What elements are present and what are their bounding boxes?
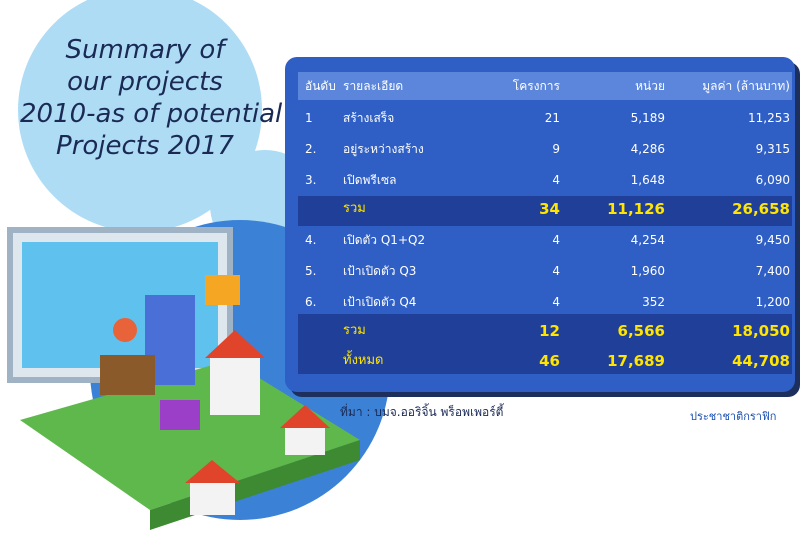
total-cell: ทั้งหมด [343, 353, 384, 368]
table-cell: 4,286 [630, 142, 665, 156]
roof-3 [185, 460, 240, 483]
table-cell: 9 [552, 142, 560, 156]
total-cell: 6,566 [617, 322, 665, 340]
total-band [298, 314, 792, 344]
total-band [298, 196, 792, 226]
table-cell: 7,400 [755, 264, 790, 278]
table-cell: 2. [305, 142, 317, 156]
header-cell: รายละเอียด [343, 79, 404, 93]
total-cell: 26,658 [732, 200, 790, 218]
table-cell: 11,253 [748, 111, 790, 125]
title-line: Summary of [65, 35, 225, 65]
total-cell: รวม [343, 201, 366, 216]
total-cell: 18,050 [732, 322, 790, 340]
pin [113, 318, 137, 342]
total-cell: 44,708 [732, 352, 790, 370]
table-cell: 4 [552, 233, 560, 247]
table-cell: 6. [305, 295, 317, 309]
header-band [298, 72, 792, 100]
title-line: Projects 2017 [56, 131, 234, 161]
wifi [160, 400, 200, 430]
chat [205, 275, 240, 305]
table-cell: 4 [552, 264, 560, 278]
table-cell: เป้าเปิดตัว Q4 [343, 295, 417, 309]
table-cell: 1,200 [755, 295, 790, 309]
table-cell: เปิดพรีเซล [343, 173, 397, 187]
house-3 [190, 480, 235, 515]
total-cell: 11,126 [607, 200, 665, 218]
ground [20, 360, 360, 510]
table-cell: 4. [305, 233, 317, 247]
house-2 [285, 425, 325, 455]
table-cell: 3. [305, 173, 317, 187]
table-cell: 21 [544, 111, 560, 125]
source: ที่มา : บมจ.ออริจิ้น พร็อพเพอร์ตี้ [340, 405, 504, 419]
total-cell: 17,689 [607, 352, 665, 370]
table-cell: เป้าเปิดตัว Q3 [343, 264, 417, 278]
table-cell: 4,254 [630, 233, 665, 247]
table-cell: 9,450 [755, 233, 790, 247]
title-line: our projects [67, 67, 223, 97]
table-cell: 5. [305, 264, 317, 278]
table-cell: อยู่ระหว่างสร้าง [343, 142, 424, 156]
table-cell: 9,315 [755, 142, 790, 156]
table-cell: สร้างเสร็จ [343, 111, 395, 125]
table-cell: 1,648 [630, 173, 665, 187]
shop [100, 355, 155, 395]
table-cell: 5,189 [630, 111, 665, 125]
table-cell: 6,090 [755, 173, 790, 187]
total-cell: 34 [539, 200, 560, 218]
total-cell: 12 [539, 322, 560, 340]
header-cell: โครงการ [512, 79, 560, 93]
credit: ประชาชาติกราฟิก [690, 410, 777, 423]
header-cell: อันดับ [305, 79, 336, 93]
table-cell: 4 [552, 173, 560, 187]
house [210, 355, 260, 415]
header-cell: หน่วย [635, 79, 665, 93]
roof [205, 330, 265, 358]
title-line: 2010-as of potential [20, 99, 283, 129]
roof-2 [280, 405, 330, 428]
total-band [298, 344, 792, 374]
table-cell: 1 [305, 111, 313, 125]
table-cell: เปิดตัว Q1+Q2 [343, 233, 426, 247]
table-cell: 4 [552, 295, 560, 309]
table-cell: 1,960 [630, 264, 665, 278]
title-bubble [18, 0, 262, 232]
total-cell: รวม [343, 323, 366, 338]
table-cell: 352 [642, 295, 665, 309]
total-cell: 46 [539, 352, 560, 370]
header-cell: มูลค่า (ล้านบาท) [702, 79, 790, 93]
